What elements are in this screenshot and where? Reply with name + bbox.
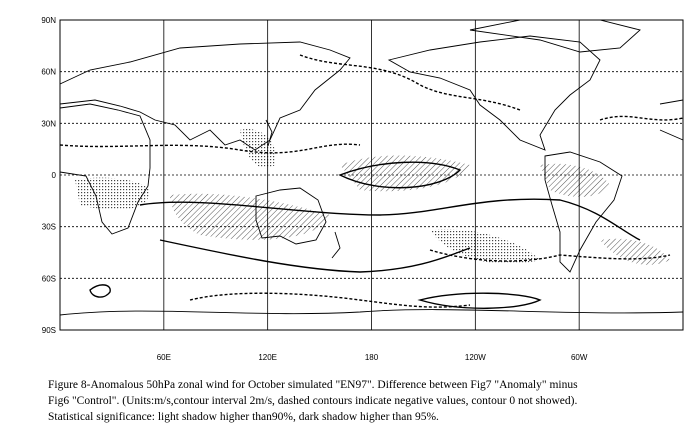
- caption: Figure 8-Anomalous 50hPa zonal wind for …: [48, 379, 578, 423]
- lon-label: 120W: [465, 353, 486, 362]
- lat-label: 90S: [42, 326, 56, 335]
- lat-label: 60S: [42, 274, 56, 283]
- contours: [59, 54, 684, 309]
- map: 90N 60N 30N 0 30S 60S 90S 60E 120E 180 120W 60W: [41, 16, 684, 362]
- lon-label: 60W: [571, 353, 588, 362]
- caption-line: Fig6 "Control". (Units:m/s,contour inter…: [48, 395, 577, 407]
- lon-label: 120E: [258, 353, 277, 362]
- graticule: [60, 20, 683, 330]
- lat-label: 30N: [41, 119, 56, 128]
- lat-label: 0: [52, 171, 57, 180]
- lat-label: 60N: [41, 68, 56, 77]
- lat-label: 30S: [42, 223, 56, 232]
- axis-labels: 90N 60N 30N 0 30S 60S 90S 60E 120E 180 120W 60W: [41, 16, 588, 362]
- caption-line: Figure 8-Anomalous 50hPa zonal wind for …: [48, 379, 578, 391]
- lat-label: 90N: [41, 16, 56, 25]
- shading: [75, 129, 670, 265]
- lon-label: 180: [365, 353, 379, 362]
- lon-label: 60E: [157, 353, 171, 362]
- caption-line: Statistical significance: light shadow h…: [48, 411, 439, 423]
